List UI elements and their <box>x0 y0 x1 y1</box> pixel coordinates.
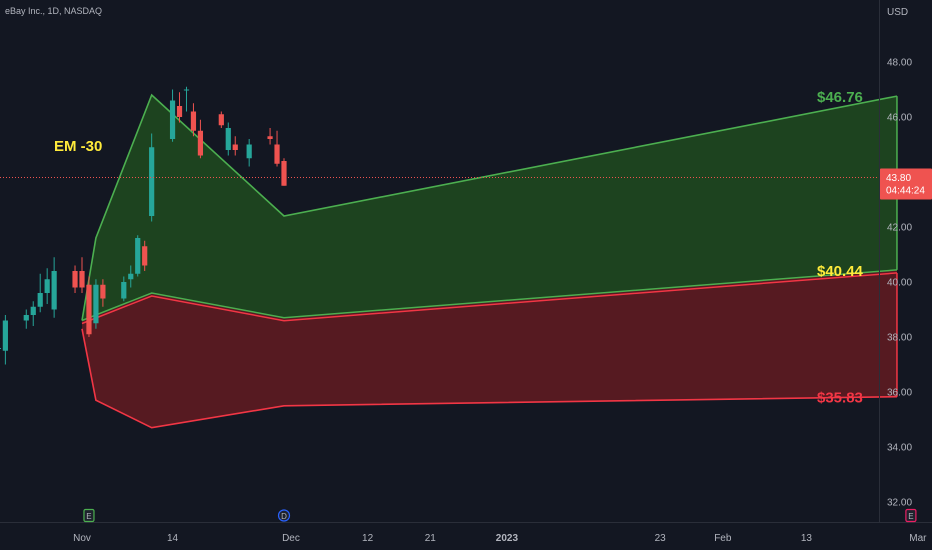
middle-band-green-line <box>81 269 898 322</box>
earnings-marker[interactable]: E <box>83 508 95 523</box>
time-axis[interactable]: Nov 14 Dec 12 21 2023 23 Feb 13 Mar <box>0 522 932 545</box>
event-symbol: D <box>281 512 287 521</box>
dividend-marker[interactable]: D <box>277 509 291 522</box>
price-axis-unit: USD <box>887 7 908 18</box>
event-symbol: E <box>908 512 913 521</box>
candle-body <box>135 238 141 274</box>
price-tag-value: 43.80 <box>886 173 911 184</box>
candle-body <box>232 144 238 150</box>
candle-body <box>128 273 134 280</box>
candle-body <box>121 282 127 299</box>
price-tag <box>880 168 932 200</box>
price-tick-label: 38.00 <box>887 333 912 344</box>
lower-band-area <box>82 269 897 428</box>
expected-move-bands <box>81 93 898 429</box>
candlestick-series <box>0 86 287 365</box>
candle-body <box>79 271 85 288</box>
candle-body <box>0 348 2 349</box>
price-tick-label: 34.00 <box>887 443 912 454</box>
upper-band-line <box>81 93 898 321</box>
candle-body <box>218 114 224 126</box>
time-tick-label: Nov <box>73 533 91 544</box>
price-tick-label: 32.00 <box>887 498 912 509</box>
candle-body <box>86 284 92 335</box>
band-labels: $46.76 $40.44 $35.83 EM -30 <box>54 89 864 407</box>
candle-body <box>149 147 155 216</box>
time-tick-label: 21 <box>425 533 437 544</box>
candle-body <box>267 136 273 139</box>
candle-body <box>274 144 280 164</box>
candle-body <box>72 271 78 288</box>
candle-body <box>100 284 106 299</box>
upper-band-area <box>82 95 897 321</box>
candle-body <box>169 100 176 139</box>
candle-body <box>44 279 50 293</box>
candle-body <box>246 144 252 159</box>
em-label: EM -30 <box>54 138 102 155</box>
event-symbol: E <box>86 512 91 521</box>
middle-band-red-line <box>81 272 898 325</box>
time-tick-label: 12 <box>362 533 374 544</box>
earnings-icon <box>905 508 917 523</box>
price-tick-label: 36.00 <box>887 388 912 399</box>
time-tick-label: 13 <box>801 533 813 544</box>
band-value-label: $35.83 <box>817 390 863 407</box>
time-tick-label: Mar <box>909 533 927 544</box>
time-tick-label: 2023 <box>496 533 519 544</box>
lower-band-line <box>81 328 898 429</box>
candle-body <box>281 161 287 186</box>
candle-body <box>37 293 43 307</box>
price-axis[interactable]: USD48.0046.0044.0042.0040.0038.0036.0034… <box>879 0 932 522</box>
earnings-icon <box>83 508 95 523</box>
candle-body <box>93 284 99 324</box>
candle-body <box>190 111 197 131</box>
time-tick-label: 14 <box>167 533 179 544</box>
time-tick-label: 23 <box>655 533 667 544</box>
time-tick-label: Feb <box>714 533 732 544</box>
candle-body <box>51 271 57 310</box>
price-tick-label: 46.00 <box>887 113 912 124</box>
band-value-label: $46.76 <box>817 89 863 106</box>
candle-body <box>225 128 231 150</box>
earnings-marker[interactable]: E <box>905 508 917 523</box>
price-tag-countdown: 04:44:24 <box>886 186 925 197</box>
symbol-title[interactable]: eBay Inc., 1D, NASDAQ <box>5 6 103 16</box>
dividend-icon <box>277 509 291 522</box>
candle-body <box>176 106 183 117</box>
price-tick-label: 42.00 <box>887 223 912 234</box>
candle-body <box>183 89 190 91</box>
candle-body <box>2 320 8 351</box>
price-tick-label: 40.00 <box>887 278 912 289</box>
candle-body <box>30 306 36 315</box>
candle-body <box>23 315 29 321</box>
time-tick-label: Dec <box>282 533 300 544</box>
candle-body <box>142 246 148 266</box>
candle-body <box>197 130 204 156</box>
band-value-label: $40.44 <box>817 263 864 280</box>
price-tick-label: 48.00 <box>887 58 912 69</box>
